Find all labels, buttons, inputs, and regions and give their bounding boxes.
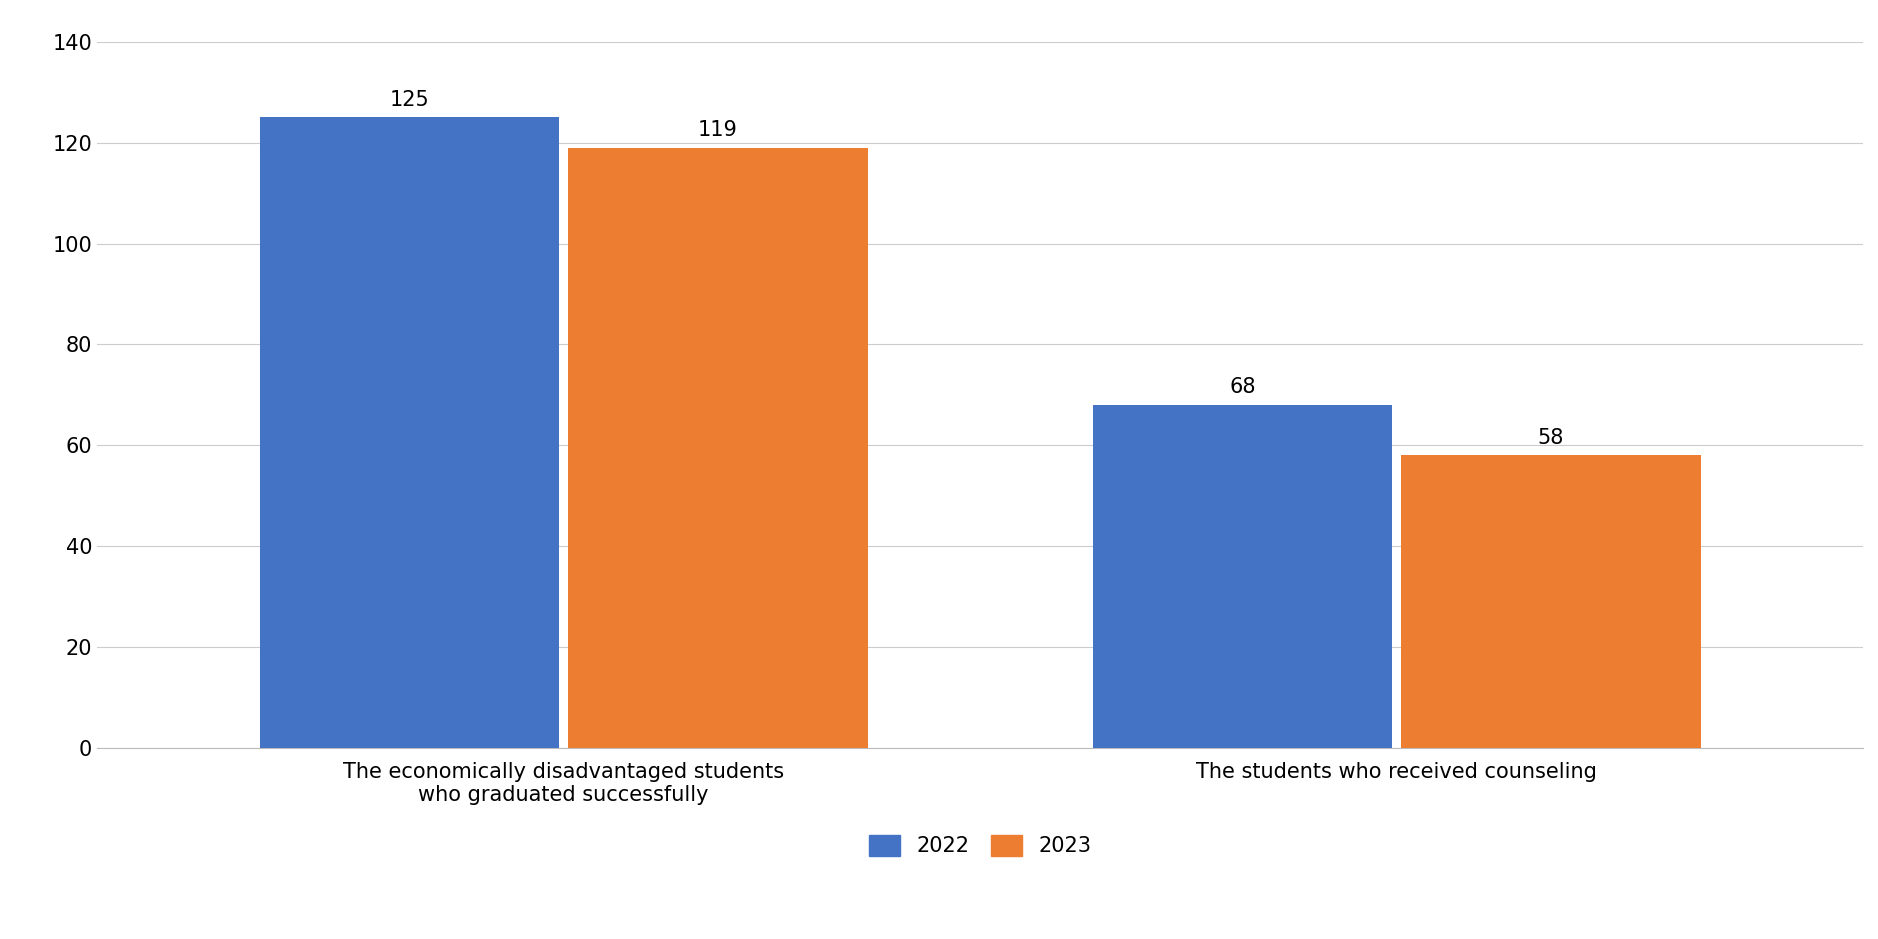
Text: 119: 119 <box>699 120 738 140</box>
Bar <box>1401 455 1701 748</box>
Legend: 2022, 2023: 2022, 2023 <box>860 826 1101 865</box>
Text: 58: 58 <box>1538 428 1564 448</box>
Bar <box>1093 405 1392 748</box>
Bar <box>259 117 560 748</box>
Bar <box>567 147 868 748</box>
Text: 68: 68 <box>1230 377 1256 397</box>
Text: 125: 125 <box>389 90 430 110</box>
